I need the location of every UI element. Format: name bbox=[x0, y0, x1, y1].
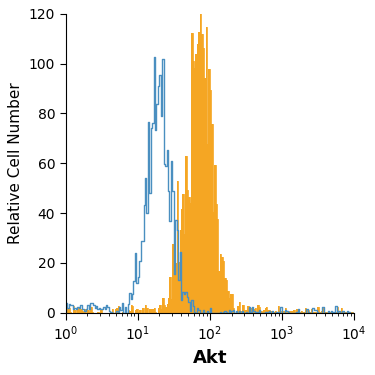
X-axis label: Akt: Akt bbox=[193, 349, 227, 367]
Y-axis label: Relative Cell Number: Relative Cell Number bbox=[8, 82, 23, 244]
